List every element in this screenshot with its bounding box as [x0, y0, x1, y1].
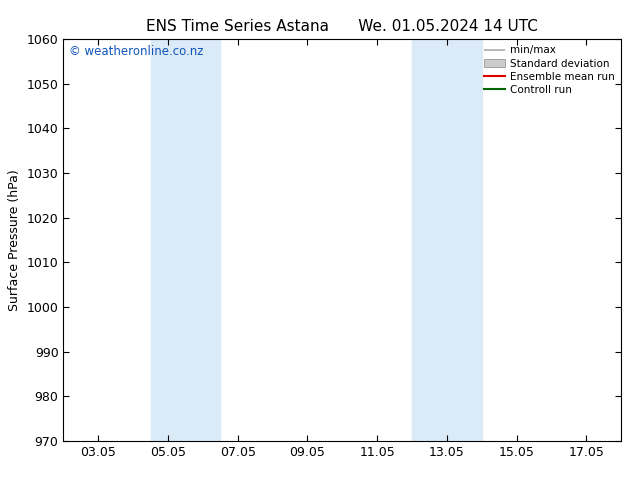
Title: ENS Time Series Astana      We. 01.05.2024 14 UTC: ENS Time Series Astana We. 01.05.2024 14…: [146, 19, 538, 34]
Legend: min/max, Standard deviation, Ensemble mean run, Controll run: min/max, Standard deviation, Ensemble me…: [480, 41, 619, 99]
Bar: [150, 39, 221, 441]
Bar: [412, 39, 482, 441]
Y-axis label: Surface Pressure (hPa): Surface Pressure (hPa): [8, 169, 21, 311]
Text: © weatheronline.co.nz: © weatheronline.co.nz: [69, 45, 204, 58]
